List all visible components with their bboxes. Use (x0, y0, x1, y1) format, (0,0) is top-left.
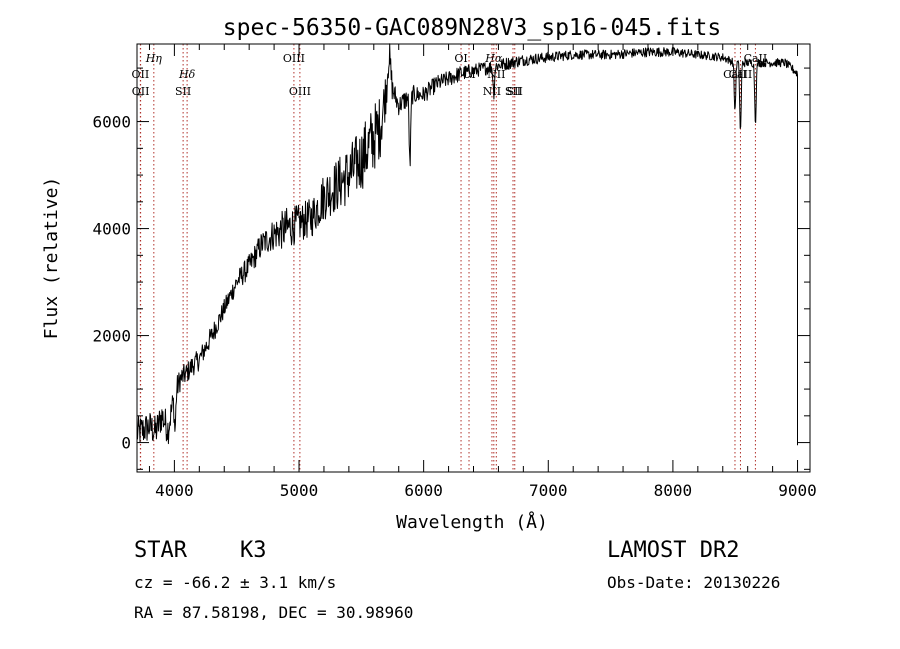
spectrum-series-line (136, 43, 798, 446)
line-label: Hα (484, 52, 503, 65)
x-axis-label: Wavelength (Å) (396, 511, 548, 533)
line-label: Hη (145, 52, 163, 65)
line-label: NII (483, 85, 501, 98)
x-tick-label: 5000 (280, 481, 319, 500)
x-tick-label: 8000 (654, 481, 693, 500)
observation-date: Obs-Date: 20130226 (607, 573, 781, 592)
coordinates-info: RA = 87.58198, DEC = 30.98960 (134, 603, 414, 622)
survey-name: LAMOST DR2 (607, 538, 740, 563)
line-label: CaII (723, 68, 747, 81)
axes-layer: 4000 5000 6000 7000 8000 9000 0 2000 4000 6000 (92, 43, 817, 500)
y-tick-label: 0 (121, 434, 131, 453)
line-label: Hδ (178, 68, 196, 81)
line-label: CaII (729, 68, 753, 81)
y-tick-label: 4000 (92, 220, 131, 239)
y-tick-label: 2000 (92, 327, 131, 346)
x-tick-label: 4000 (155, 481, 194, 500)
y-axis-label: Flux (relative) (41, 177, 62, 340)
y-tick-label: 6000 (92, 113, 131, 132)
plot-frame (136, 43, 811, 473)
line-label: SII (505, 85, 521, 98)
line-label: SII (175, 85, 191, 98)
spectrum-layer (136, 43, 798, 446)
x-tick-label: 6000 (404, 481, 443, 500)
chart-title: spec-56350-GAC089N28V3_sp16-045.fits (223, 15, 722, 41)
object-class: STAR (134, 538, 187, 563)
line-label: OII (132, 68, 150, 81)
line-label: OI (454, 52, 467, 65)
redshift-info: cz = -66.2 ± 3.1 km/s (134, 573, 337, 592)
x-tick-label: 7000 (529, 481, 568, 500)
x-tick-label: 9000 (778, 481, 817, 500)
line-label: OIII (283, 52, 305, 65)
line-label: OIII (289, 85, 311, 98)
line-label: OII (132, 85, 150, 98)
line-label: SII (507, 85, 523, 98)
object-subclass: K3 (240, 538, 267, 563)
